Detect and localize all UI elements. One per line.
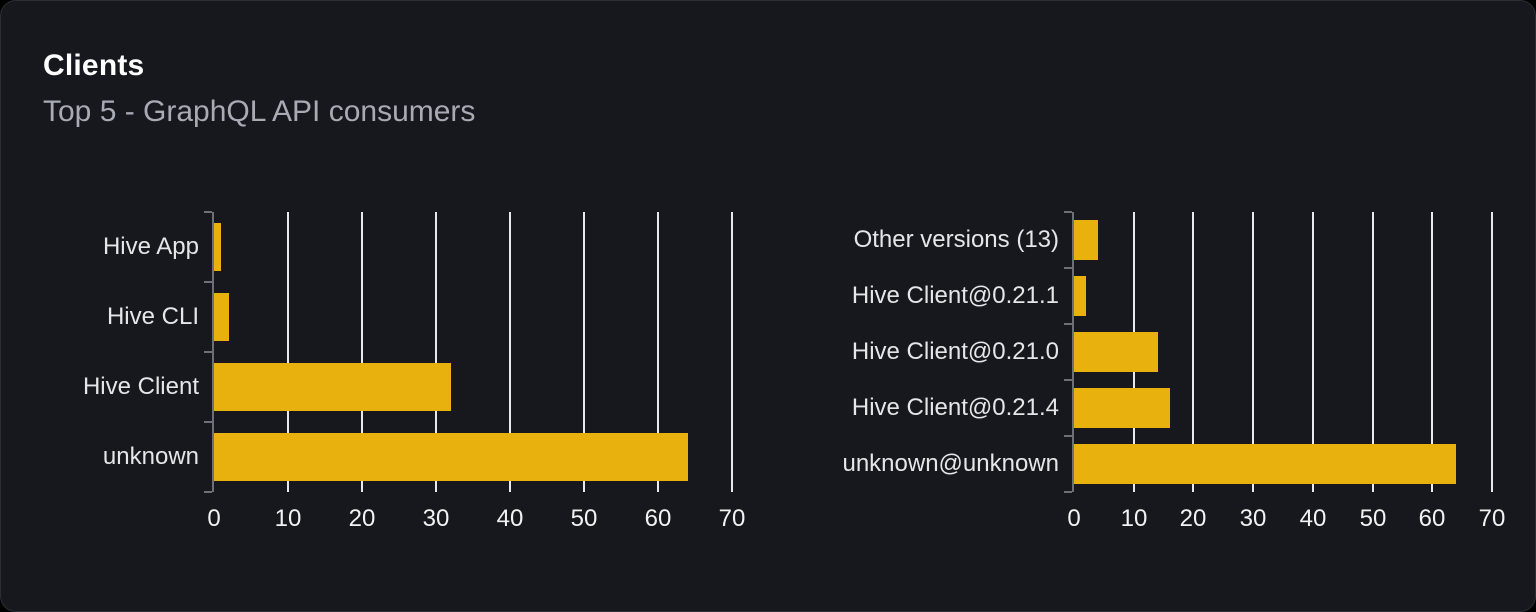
y-axis-tick bbox=[1064, 267, 1072, 269]
y-axis-tick bbox=[1064, 323, 1072, 325]
y-axis-line bbox=[212, 212, 214, 492]
y-axis-tick bbox=[204, 281, 212, 283]
gridline bbox=[361, 212, 363, 492]
gridline bbox=[1371, 212, 1374, 492]
category-label: Other versions (13) bbox=[853, 226, 1059, 253]
x-tick-label: 70 bbox=[1478, 505, 1506, 532]
category-label: Hive Client bbox=[82, 373, 199, 400]
category-label: unknown@unknown bbox=[842, 450, 1059, 477]
y-axis-tick bbox=[1064, 211, 1072, 213]
gridline bbox=[1491, 212, 1493, 492]
category-label: Hive Client@0.21.4 bbox=[851, 394, 1059, 421]
gridline bbox=[657, 212, 659, 492]
gridline bbox=[1431, 212, 1434, 492]
bar-hive-app bbox=[214, 223, 221, 271]
x-tick-label: 40 bbox=[496, 505, 524, 532]
y-axis-tick bbox=[1064, 491, 1072, 493]
bar-hive-cli bbox=[214, 293, 229, 341]
x-tick-label: 40 bbox=[1299, 505, 1327, 532]
gridline bbox=[435, 212, 437, 492]
gridline bbox=[583, 212, 585, 492]
category-label: Hive CLI bbox=[106, 303, 199, 330]
x-tick-label: 0 bbox=[1067, 505, 1081, 532]
bar-hive-client-0.21.4 bbox=[1074, 388, 1170, 428]
category-label: unknown bbox=[102, 443, 199, 470]
y-axis-tick bbox=[204, 491, 212, 493]
y-axis-tick bbox=[204, 351, 212, 353]
x-tick-label: 20 bbox=[1179, 505, 1207, 532]
x-tick-label: 30 bbox=[1239, 505, 1267, 532]
gridline bbox=[509, 212, 511, 492]
card-title: Clients bbox=[43, 49, 145, 82]
y-axis-tick bbox=[1064, 435, 1072, 437]
x-tick-label: 60 bbox=[1418, 505, 1446, 532]
x-tick-label: 20 bbox=[348, 505, 376, 532]
bar-hive-client-0.21.0 bbox=[1074, 332, 1158, 372]
x-tick-label: 30 bbox=[422, 505, 450, 532]
x-tick-label: 0 bbox=[207, 505, 221, 532]
bar-hive-client bbox=[214, 363, 451, 411]
gridline bbox=[1311, 212, 1314, 492]
x-tick-label: 50 bbox=[1359, 505, 1387, 532]
x-tick-label: 70 bbox=[718, 505, 746, 532]
gridline bbox=[1132, 212, 1135, 492]
bar-unknown-unknown bbox=[1074, 444, 1456, 484]
y-axis-line bbox=[1072, 212, 1074, 492]
x-tick-label: 60 bbox=[644, 505, 672, 532]
bar-hive-client-0.21.1 bbox=[1074, 276, 1086, 316]
x-tick-label: 10 bbox=[1120, 505, 1148, 532]
gridline bbox=[731, 212, 733, 492]
bar-unknown bbox=[214, 433, 688, 481]
card-subtitle: Top 5 - GraphQL API consumers bbox=[43, 95, 476, 128]
y-axis-tick bbox=[204, 211, 212, 213]
category-label: Hive Client@0.21.0 bbox=[851, 338, 1059, 365]
category-label: Hive Client@0.21.1 bbox=[851, 282, 1059, 309]
bar-other-versions-13- bbox=[1074, 220, 1098, 260]
category-label: Hive App bbox=[102, 233, 199, 260]
y-axis-tick bbox=[204, 421, 212, 423]
gridline bbox=[1252, 212, 1255, 492]
gridline bbox=[287, 212, 289, 492]
y-axis-tick bbox=[1064, 379, 1072, 381]
x-tick-label: 10 bbox=[274, 505, 302, 532]
x-tick-label: 50 bbox=[570, 505, 598, 532]
gridline bbox=[1192, 212, 1195, 492]
